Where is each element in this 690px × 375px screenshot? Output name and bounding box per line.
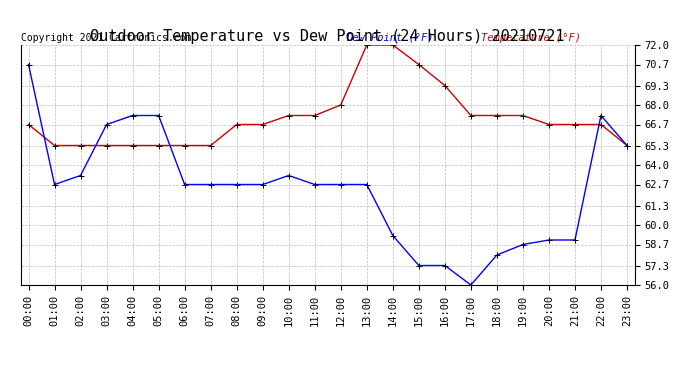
Text: Temperature (°F): Temperature (°F) (482, 33, 581, 43)
Title: Outdoor Temperature vs Dew Point (24 Hours) 20210721: Outdoor Temperature vs Dew Point (24 Hou… (90, 29, 565, 44)
Text: Copyright 2021 Cartronics.com: Copyright 2021 Cartronics.com (21, 33, 191, 43)
Text: Dew Point (°F): Dew Point (°F) (346, 33, 434, 43)
